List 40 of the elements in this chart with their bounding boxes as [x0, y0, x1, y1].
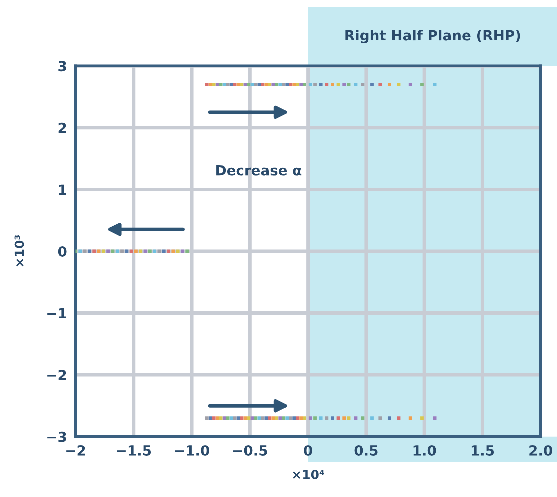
y-tick-label: 0 — [58, 246, 67, 257]
y-tick-label: −3 — [48, 432, 66, 442]
point — [250, 82, 254, 86]
y-tick-label: 2 — [58, 122, 66, 134]
point — [278, 82, 282, 86]
x-tick-label: 0 — [304, 445, 312, 456]
point — [354, 82, 358, 86]
point — [264, 416, 268, 420]
point — [388, 416, 392, 420]
x-tick-label: −2 — [66, 445, 86, 456]
point — [292, 416, 296, 420]
x-axis-title: ×10⁴ — [293, 470, 324, 480]
annotation: Decrease α — [216, 165, 302, 176]
y-tick-label: 1 — [59, 184, 66, 195]
x-tick-label: −0.5 — [234, 445, 268, 456]
y-tick-label: −2 — [48, 370, 66, 380]
y-axis-title: ×10³ — [14, 235, 24, 267]
x-tick-label: 0.5 — [354, 445, 378, 456]
point — [325, 416, 329, 420]
x-tick-label: −1.5 — [117, 446, 152, 456]
point — [331, 416, 334, 420]
point — [148, 250, 152, 254]
point — [233, 416, 237, 420]
x-tick-label: 1.0 — [414, 445, 436, 456]
point — [205, 416, 209, 420]
point — [236, 416, 240, 420]
x-tick-label: 1.5 — [472, 446, 494, 456]
point — [208, 416, 212, 420]
point — [308, 82, 312, 86]
y-tick-label: −1 — [48, 308, 66, 319]
band-label: Right Half Plane (RHP) — [346, 30, 520, 44]
x-tick-label: −1.0 — [175, 445, 210, 456]
y-tick-label: 3 — [58, 61, 66, 72]
point — [222, 82, 226, 86]
point — [186, 250, 190, 254]
point — [261, 416, 265, 420]
point — [378, 416, 382, 420]
point — [289, 416, 293, 420]
point — [433, 82, 437, 86]
x-tick-label: 2.0 — [530, 445, 552, 456]
